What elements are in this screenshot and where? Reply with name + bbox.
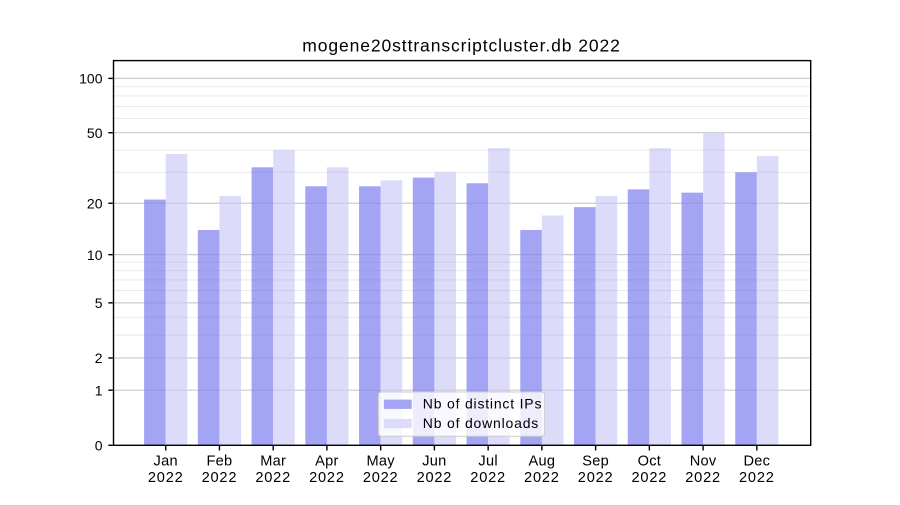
svg-text:mogene20sttranscriptcluster.db: mogene20sttranscriptcluster.db 2022 xyxy=(302,36,620,56)
svg-text:2022: 2022 xyxy=(255,470,291,486)
svg-text:2022: 2022 xyxy=(524,470,560,486)
svg-text:2022: 2022 xyxy=(417,470,453,486)
svg-text:1: 1 xyxy=(95,382,103,398)
svg-text:Oct: Oct xyxy=(638,454,661,470)
svg-text:Aug: Aug xyxy=(529,454,556,470)
svg-text:2022: 2022 xyxy=(309,470,345,486)
svg-text:2: 2 xyxy=(95,350,103,366)
svg-text:2022: 2022 xyxy=(470,470,506,486)
svg-text:Nb of downloads: Nb of downloads xyxy=(423,415,539,431)
svg-text:100: 100 xyxy=(79,71,103,87)
svg-text:2022: 2022 xyxy=(202,470,238,486)
svg-text:5: 5 xyxy=(95,295,103,311)
svg-text:2022: 2022 xyxy=(148,470,184,486)
svg-text:20: 20 xyxy=(87,195,103,211)
svg-text:50: 50 xyxy=(87,125,103,141)
svg-text:Jun: Jun xyxy=(422,454,446,470)
svg-text:Mar: Mar xyxy=(260,454,286,470)
svg-text:Jan: Jan xyxy=(154,454,178,470)
svg-text:2022: 2022 xyxy=(739,470,775,486)
svg-text:Sep: Sep xyxy=(582,454,609,470)
svg-text:Jul: Jul xyxy=(478,454,497,470)
svg-text:Nb of distinct IPs: Nb of distinct IPs xyxy=(423,396,542,412)
svg-text:Feb: Feb xyxy=(206,454,232,470)
svg-text:Nov: Nov xyxy=(690,454,717,470)
svg-text:May: May xyxy=(366,454,395,470)
svg-text:2022: 2022 xyxy=(685,470,721,486)
svg-text:0: 0 xyxy=(95,438,103,454)
svg-text:10: 10 xyxy=(87,247,103,263)
svg-text:2022: 2022 xyxy=(578,470,614,486)
svg-text:Apr: Apr xyxy=(315,454,338,470)
svg-text:2022: 2022 xyxy=(632,470,668,486)
svg-text:2022: 2022 xyxy=(363,470,399,486)
svg-text:Dec: Dec xyxy=(743,454,770,470)
